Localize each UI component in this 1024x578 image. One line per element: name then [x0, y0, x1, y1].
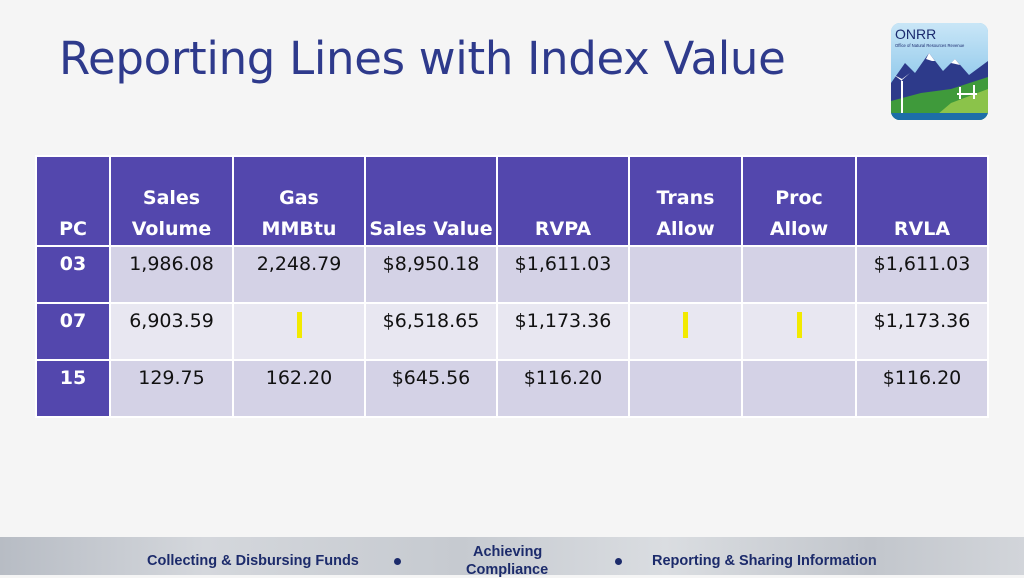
- footer-compliance: Compliance: [466, 562, 549, 578]
- cell-sales-volume: 1,986.08: [109, 245, 234, 304]
- cell-pc: 03: [35, 245, 111, 304]
- cell-rvpa: $1,173.36: [496, 302, 630, 361]
- cell-gas-mmbtu: [232, 302, 366, 361]
- cell-sales-value: $6,518.65: [364, 302, 498, 361]
- cell-rvla: $1,611.03: [855, 245, 989, 304]
- cell-pc: 07: [35, 302, 111, 361]
- table-row: 15 129.75 162.20 $645.56 $116.20 $116.20: [35, 359, 989, 418]
- cell-sales-value: $645.56: [364, 359, 498, 418]
- cell-proc-allow: [741, 302, 857, 361]
- footer-bullet: [615, 558, 622, 565]
- cell-trans-allow: [628, 359, 743, 418]
- header-proc-allow: Proc Allow: [741, 155, 857, 247]
- footer-bullet: [394, 558, 401, 565]
- table-row: 07 6,903.59 $6,518.65 $1,173.36 $1,173.3…: [35, 302, 989, 361]
- logo-name: ONRR: [895, 26, 937, 42]
- footer-collecting-disbursing: Collecting & Disbursing Funds: [147, 553, 359, 569]
- slide-title: Reporting Lines with Index Value: [59, 32, 786, 85]
- onrr-logo: ONRR Office of Natural Resources Revenue: [891, 23, 988, 120]
- cell-proc-allow: [741, 359, 857, 418]
- cell-sales-volume: 129.75: [109, 359, 234, 418]
- reporting-lines-table: PC Sales Volume Gas MMBtu Sales Value RVPA…: [35, 155, 989, 418]
- cell-sales-value: $8,950.18: [364, 245, 498, 304]
- cell-gas-mmbtu: 162.20: [232, 359, 366, 418]
- table-header-row: PC Sales Volume Gas MMBtu Sales Value RVPA…: [35, 155, 989, 247]
- cell-rvla: $1,173.36: [855, 302, 989, 361]
- header-gas-mmbtu: Gas MMBtu: [232, 155, 366, 247]
- cell-pc: 15: [35, 359, 111, 418]
- footer-achieving: Achieving: [473, 544, 543, 560]
- cell-sales-volume: 6,903.59: [109, 302, 234, 361]
- header-sales-volume: Sales Volume: [109, 155, 234, 247]
- table-row: 03 1,986.08 2,248.79 $8,950.18 $1,611.03…: [35, 245, 989, 304]
- cell-rvpa: $1,611.03: [496, 245, 630, 304]
- highlight-marker: [296, 312, 302, 338]
- header-trans-allow: Trans Allow: [628, 155, 743, 247]
- cell-rvpa: $116.20: [496, 359, 630, 418]
- cell-trans-allow: [628, 245, 743, 304]
- highlight-marker: [683, 312, 688, 338]
- footer-bar: Collecting & Disbursing Funds Achieving …: [0, 537, 1024, 578]
- footer-reporting-sharing: Reporting & Sharing Information: [652, 553, 877, 569]
- cell-trans-allow: [628, 302, 743, 361]
- cell-rvla: $116.20: [855, 359, 989, 418]
- highlight-marker: [796, 312, 802, 338]
- logo-subtitle: Office of Natural Resources Revenue: [895, 43, 965, 48]
- header-rvpa: RVPA: [496, 155, 630, 247]
- header-sales-value: Sales Value: [364, 155, 498, 247]
- cell-gas-mmbtu: 2,248.79: [232, 245, 366, 304]
- header-pc: PC: [35, 155, 111, 247]
- header-rvla: RVLA: [855, 155, 989, 247]
- cell-proc-allow: [741, 245, 857, 304]
